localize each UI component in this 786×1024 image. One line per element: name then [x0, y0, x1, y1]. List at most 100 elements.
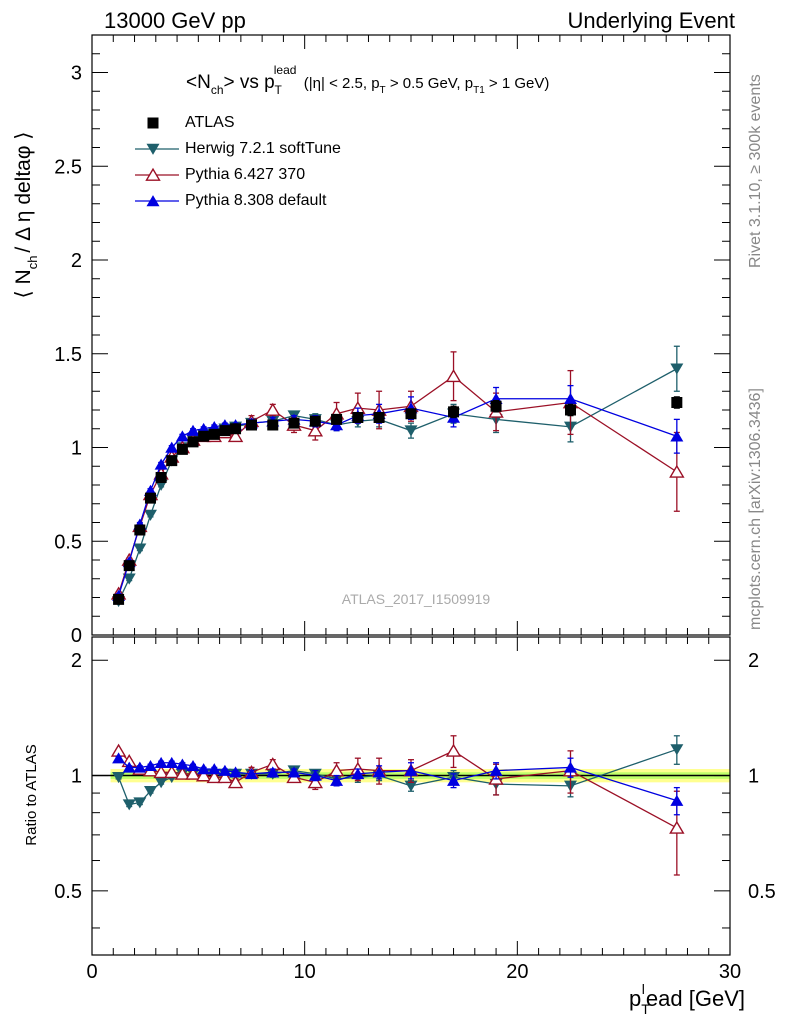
legend-swatch-atlas	[147, 117, 159, 129]
ratio-point-pythia-8-308-default	[186, 760, 200, 772]
ratio-point-herwig-7-2-1-softtune	[154, 777, 168, 789]
main-series-herwig-7-2-1-softtune	[112, 345, 684, 608]
main-point-atlas	[565, 404, 576, 416]
legend-swatch-pythia-6-427-370	[135, 167, 179, 181]
main-point-herwig-7-2-1-softtune	[404, 425, 418, 437]
ratio-point-herwig-7-2-1-softtune	[143, 786, 157, 798]
legend-label: Pythia 6.427 370	[185, 166, 306, 183]
ratio-point-pythia-8-308-default	[245, 768, 258, 780]
main-plot-title: <Nch> vs plead T (|η| < 2.5, pT > 0.5 GeV,…	[186, 63, 549, 97]
ratio-point-pythia-8-308-default	[165, 756, 179, 768]
main-y-tick-label: 0	[71, 625, 82, 647]
ratio-point-pythia-8-308-default	[143, 760, 157, 772]
ratio-point-pythia-6-427-370	[153, 765, 169, 779]
ratio-series-pythia-6-427-370	[110, 735, 685, 876]
ratio-y-tick-label-left: 2	[71, 650, 82, 672]
ratio-plot-series	[110, 735, 685, 876]
main-point-pythia-6-427-370	[307, 423, 324, 437]
x-axis-label: pTlead [GeV]	[629, 981, 745, 1017]
main-point-pythia-8-308-default	[165, 441, 179, 453]
main-point-atlas	[405, 408, 417, 420]
ratio-point-pythia-8-308-default	[287, 766, 301, 778]
ratio-y-tick-label-left: 1	[71, 766, 82, 788]
legend-item-herwig-7-2-1-softtune: Herwig 7.2.1 softTune	[135, 136, 341, 162]
main-point-atlas	[288, 417, 300, 429]
ratio-point-herwig-7-2-1-softtune	[122, 799, 136, 811]
legend: ATLAS Herwig 7.2.1 softTune Pythia 6.427 3…	[135, 110, 341, 214]
ratio-y-tick-label-left: 0.5	[54, 881, 82, 903]
main-point-pythia-8-308-default	[175, 430, 189, 442]
main-point-herwig-7-2-1-softtune	[133, 543, 147, 555]
main-point-pythia-6-427-370	[265, 402, 281, 416]
legend-swatch-pythia-8-308-default	[135, 195, 179, 207]
ratio-y-tick-label-right: 2	[748, 650, 759, 672]
legend-item-atlas: ATLAS	[135, 110, 341, 136]
main-point-pythia-8-308-default	[670, 430, 684, 442]
x-tick-label: 30	[719, 961, 741, 983]
main-point-herwig-7-2-1-softtune	[122, 573, 136, 585]
ratio-series-pythia-8-308-default	[112, 752, 684, 816]
main-point-herwig-7-2-1-softtune	[143, 509, 157, 521]
main-point-pythia-8-308-default	[154, 458, 168, 470]
legend-marker	[145, 167, 161, 181]
main-line-pythia-6-427-370	[117, 375, 678, 594]
legend-marker	[146, 143, 160, 155]
main-y-tick-label: 2.5	[54, 156, 82, 178]
ratio-point-pythia-8-308-default	[330, 774, 344, 786]
analysis-label: Underlying Event	[567, 8, 735, 33]
legend-item-pythia-6-427-370: Pythia 6.427 370	[135, 162, 341, 188]
ratio-point-herwig-7-2-1-softtune	[133, 797, 147, 809]
legend-marker	[147, 117, 159, 129]
main-point-atlas	[448, 406, 460, 418]
main-y-tick-label: 3	[71, 63, 82, 85]
main-point-pythia-6-427-370	[669, 464, 685, 478]
main-series-pythia-6-427-370	[110, 351, 685, 600]
main-point-atlas	[309, 415, 321, 427]
ratio-y-axis-label: Ratio to ATLAS	[23, 744, 40, 845]
ratio-point-pythia-6-427-370	[227, 775, 244, 789]
main-point-atlas	[373, 412, 385, 423]
ratio-point-herwig-7-2-1-softtune	[670, 744, 684, 756]
legend-label: ATLAS	[185, 114, 235, 131]
main-y-tick-label: 2	[71, 250, 82, 272]
ratio-point-pythia-8-308-default	[266, 766, 280, 778]
main-point-atlas	[267, 419, 279, 431]
energy-label: 13000 GeV pp	[104, 8, 246, 33]
ratio-plot-frame	[91, 636, 731, 956]
ratio-point-pythia-6-427-370	[174, 766, 191, 780]
ratio-point-herwig-7-2-1-softtune	[112, 772, 126, 784]
ratio-point-pythia-6-427-370	[669, 820, 685, 834]
ratio-point-pythia-8-308-default	[670, 794, 684, 806]
main-point-pythia-6-427-370	[227, 429, 244, 443]
ratio-point-pythia-8-308-default	[133, 761, 147, 773]
main-point-pythia-8-308-default	[564, 392, 577, 404]
main-point-atlas	[219, 425, 231, 437]
legend-label: Herwig 7.2.1 softTune	[185, 140, 341, 157]
main-line-herwig-7-2-1-softtune	[117, 368, 678, 602]
main-y-tick-label: 0.5	[54, 531, 82, 553]
main-point-atlas	[331, 413, 343, 425]
ratio-point-pythia-6-427-370	[206, 769, 223, 784]
main-point-atlas	[144, 492, 156, 504]
legend-item-pythia-8-308-default: Pythia 8.308 default	[135, 188, 341, 214]
ratio-point-pythia-8-308-default	[351, 768, 365, 780]
main-point-atlas	[123, 560, 135, 572]
ratio-y-tick-label-right: 1	[748, 766, 759, 788]
rivet-version-label: Rivet 3.1.10, ≥ 300k events	[747, 74, 764, 268]
ratio-point-pythia-8-308-default	[229, 766, 243, 778]
ratio-point-herwig-7-2-1-softtune	[404, 780, 418, 792]
ratio-point-pythia-8-308-default	[112, 752, 126, 764]
legend-swatch-herwig-7-2-1-softtune	[135, 143, 179, 155]
main-y-tick-label: 1	[71, 438, 82, 460]
main-point-atlas	[490, 400, 502, 412]
ratio-y-tick-label-right: 0.5	[748, 881, 776, 903]
main-point-atlas	[198, 430, 210, 442]
ratio-point-pythia-6-427-370	[185, 766, 201, 780]
ratio-point-pythia-8-308-default	[218, 764, 232, 776]
ratio-point-pythia-8-308-default	[489, 764, 503, 776]
main-point-atlas	[230, 423, 242, 435]
x-tick-label: 10	[294, 961, 316, 983]
ratio-point-pythia-8-308-default	[447, 774, 461, 786]
main-point-atlas	[352, 412, 364, 423]
